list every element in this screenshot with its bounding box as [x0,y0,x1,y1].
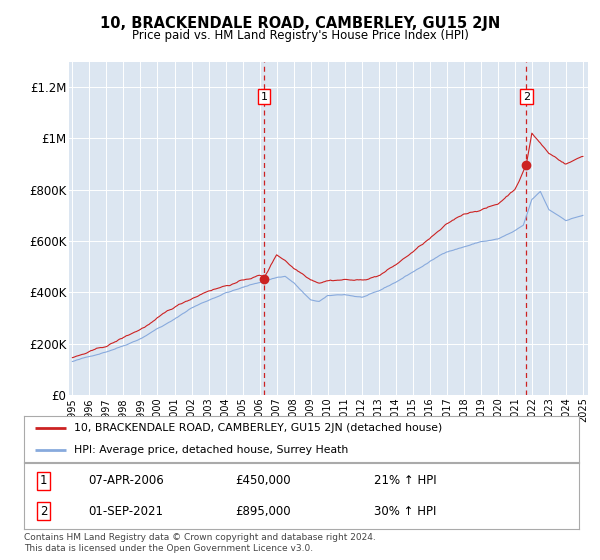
Text: £895,000: £895,000 [235,505,290,518]
Text: 07-APR-2006: 07-APR-2006 [88,474,164,487]
Text: 01-SEP-2021: 01-SEP-2021 [88,505,163,518]
Text: 10, BRACKENDALE ROAD, CAMBERLEY, GU15 2JN (detached house): 10, BRACKENDALE ROAD, CAMBERLEY, GU15 2J… [74,423,442,433]
Text: 1: 1 [40,474,47,487]
Text: 2: 2 [40,505,47,518]
Text: 30% ↑ HPI: 30% ↑ HPI [374,505,436,518]
Text: HPI: Average price, detached house, Surrey Heath: HPI: Average price, detached house, Surr… [74,445,348,455]
Text: 21% ↑ HPI: 21% ↑ HPI [374,474,436,487]
Text: £450,000: £450,000 [235,474,290,487]
Text: Contains HM Land Registry data © Crown copyright and database right 2024.
This d: Contains HM Land Registry data © Crown c… [24,533,376,553]
Text: 2: 2 [523,92,530,101]
Text: 10, BRACKENDALE ROAD, CAMBERLEY, GU15 2JN: 10, BRACKENDALE ROAD, CAMBERLEY, GU15 2J… [100,16,500,31]
Text: 1: 1 [260,92,268,101]
Text: Price paid vs. HM Land Registry's House Price Index (HPI): Price paid vs. HM Land Registry's House … [131,29,469,42]
